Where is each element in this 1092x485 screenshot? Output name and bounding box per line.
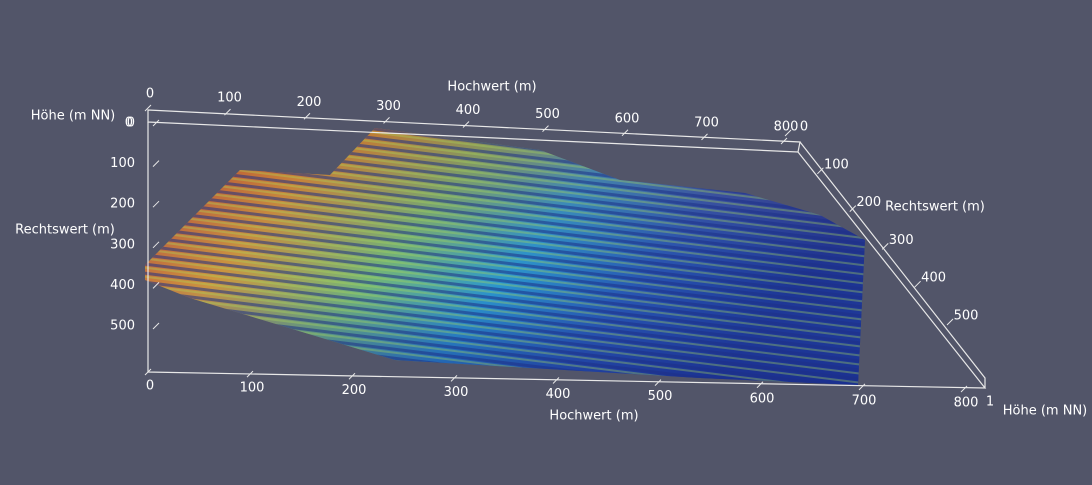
tick-mark [858, 383, 866, 391]
tick-label: 400 [110, 278, 135, 293]
tick-label: 400 [546, 387, 571, 402]
tick-mark [450, 375, 458, 382]
tick-label: 700 [694, 115, 719, 130]
tick-mark [914, 280, 921, 288]
data-surface [145, 128, 865, 385]
tick-label: 0 [146, 87, 154, 102]
tick-label: 1 [986, 395, 994, 410]
tick-mark [144, 368, 152, 376]
tick-label: 100 [217, 91, 242, 106]
tick-label: 600 [750, 391, 775, 406]
tick-label: 200 [297, 95, 322, 110]
tick-mark [946, 318, 954, 326]
tick-mark [348, 372, 356, 380]
tick-label: 800 [954, 396, 979, 411]
tick-label: 300 [376, 99, 401, 114]
tick-label: 700 [852, 393, 877, 408]
tick-mark [780, 137, 788, 145]
tick-mark [849, 205, 857, 212]
tick-mark [152, 322, 160, 330]
tick-mark [654, 379, 662, 386]
tick-mark [303, 112, 311, 120]
tick-label: 400 [921, 271, 946, 286]
tick-mark [784, 129, 792, 137]
tick-mark [383, 117, 390, 124]
tick-mark [621, 129, 629, 137]
tick-mark [756, 381, 764, 389]
tick-label: 400 [456, 103, 481, 118]
tick-label: 300 [110, 237, 135, 252]
tick-mark [817, 167, 824, 175]
tick-mark [152, 160, 160, 167]
tick-label: 500 [110, 319, 135, 334]
tick-mark [701, 133, 708, 141]
tick-label: 100 [240, 381, 265, 396]
axis-title: Höhe (m NN) [31, 109, 116, 124]
tick-mark [881, 243, 889, 250]
axis-title: Höhe (m NN) [1003, 404, 1088, 419]
tick-label: 100 [110, 156, 135, 171]
axis-title: Rechtswert (m) [15, 223, 115, 238]
tick-mark [152, 241, 160, 249]
tick-label: 800 [774, 120, 799, 135]
tick-label: 0 [125, 116, 133, 131]
tick-mark [462, 121, 470, 128]
tick-mark [152, 119, 160, 127]
tick-label: 0 [127, 116, 135, 131]
tick-label: 0 [146, 379, 154, 394]
tick-mark [224, 108, 231, 116]
tick-label: 100 [824, 157, 849, 172]
axis-title: Rechtswert (m) [885, 200, 985, 215]
tick-label: 600 [615, 111, 640, 126]
tick-mark [152, 282, 160, 289]
tick-label: 500 [954, 309, 979, 324]
tick-label: 200 [342, 383, 367, 398]
tick-mark [552, 377, 560, 384]
tick-mark [144, 104, 152, 112]
tick-mark [152, 200, 160, 208]
tick-mark [960, 385, 968, 393]
tick-label: 200 [110, 197, 135, 212]
tick-label: 300 [889, 233, 914, 248]
axis-title: Hochwert (m) [549, 409, 638, 424]
bounding-box [147, 109, 987, 389]
tick-label: 300 [444, 385, 469, 400]
axis-labels: Hochwert (m)0 100 200 300 400 500 600 700 800Hoc… [15, 80, 1087, 424]
tick-mark [246, 370, 254, 378]
tick-label: 500 [535, 107, 560, 122]
tick-label: 500 [648, 389, 673, 404]
tick-mark [542, 125, 549, 132]
tick-label: 0 [800, 120, 808, 135]
tick-label: 200 [856, 195, 881, 210]
axis-title: Hochwert (m) [447, 80, 536, 95]
